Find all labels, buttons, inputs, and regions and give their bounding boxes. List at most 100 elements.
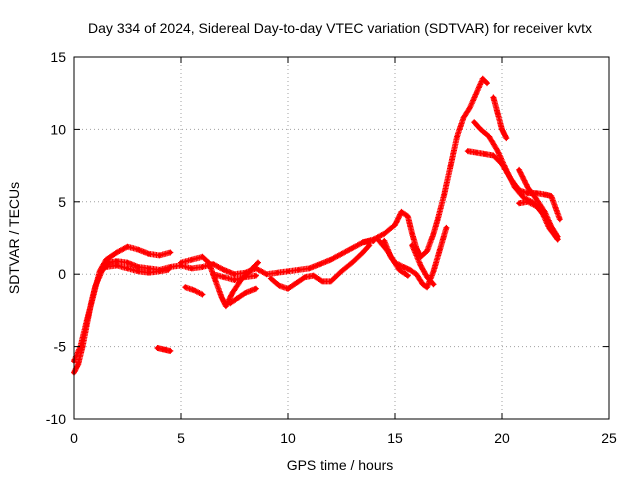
data-point bbox=[360, 250, 366, 255]
data-point bbox=[371, 238, 376, 244]
data-point bbox=[392, 222, 398, 228]
data-point bbox=[114, 258, 120, 264]
data-point bbox=[232, 272, 237, 277]
data-point bbox=[146, 251, 152, 257]
data-point bbox=[555, 234, 560, 239]
data-point bbox=[397, 267, 402, 273]
data-point bbox=[155, 345, 160, 351]
data-point bbox=[407, 267, 413, 273]
y-tick-label: -5 bbox=[54, 339, 67, 355]
data-point bbox=[418, 263, 423, 268]
data-point bbox=[328, 257, 333, 262]
x-tick-label: 10 bbox=[280, 430, 296, 446]
data-point bbox=[200, 264, 205, 270]
data-point bbox=[388, 254, 393, 260]
data-point bbox=[534, 203, 539, 209]
data-point bbox=[482, 151, 488, 157]
data-point bbox=[486, 134, 492, 139]
y-axis-ticks: -10 -5 0 5 10 15 bbox=[46, 49, 609, 427]
data-point bbox=[465, 148, 470, 154]
data-point bbox=[549, 193, 554, 199]
data-point bbox=[206, 260, 212, 265]
data-point bbox=[534, 196, 539, 202]
data-point bbox=[350, 260, 355, 265]
data-point bbox=[78, 344, 83, 349]
data-point bbox=[168, 250, 173, 255]
data-point bbox=[294, 280, 299, 286]
data-point bbox=[480, 76, 485, 81]
y-tick-label: 10 bbox=[50, 121, 66, 137]
x-tick-label: 5 bbox=[177, 430, 185, 446]
data-point bbox=[491, 95, 496, 100]
data-point bbox=[431, 282, 436, 287]
data-point bbox=[448, 163, 453, 168]
data-point bbox=[401, 264, 406, 270]
data-point bbox=[504, 167, 509, 173]
data-point bbox=[512, 185, 518, 190]
data-point bbox=[424, 248, 430, 254]
data-point bbox=[253, 273, 259, 278]
data-point bbox=[339, 269, 344, 274]
data-point bbox=[424, 274, 430, 280]
y-tick-label: 15 bbox=[50, 49, 66, 65]
data-point bbox=[285, 269, 291, 274]
data-point bbox=[296, 267, 301, 273]
data-point bbox=[97, 269, 102, 274]
data-point bbox=[399, 209, 404, 215]
data-point bbox=[200, 292, 205, 297]
data-point bbox=[382, 238, 387, 244]
data-point bbox=[461, 115, 466, 121]
data-point bbox=[114, 263, 120, 268]
data-point bbox=[474, 91, 479, 96]
data-point bbox=[431, 269, 436, 274]
data-point bbox=[435, 216, 440, 222]
data-point bbox=[221, 274, 226, 280]
data-point bbox=[178, 260, 184, 265]
data-point bbox=[474, 150, 479, 155]
data-point bbox=[444, 225, 449, 231]
data-point bbox=[414, 272, 419, 277]
data-point bbox=[125, 266, 130, 271]
data-point bbox=[405, 214, 411, 219]
data-point bbox=[549, 224, 554, 229]
data-point bbox=[495, 148, 500, 154]
data-point bbox=[431, 231, 436, 236]
data-point bbox=[516, 167, 522, 173]
data-point bbox=[221, 267, 226, 273]
data-point bbox=[467, 105, 473, 110]
data-point bbox=[471, 119, 477, 125]
data-point bbox=[525, 185, 530, 190]
data-point bbox=[405, 273, 411, 278]
data-point bbox=[125, 260, 130, 265]
x-axis-label: GPS time / hours bbox=[287, 457, 394, 473]
data-point bbox=[275, 270, 280, 275]
data-point bbox=[183, 285, 188, 290]
x-tick-label: 25 bbox=[601, 430, 617, 446]
data-point bbox=[247, 269, 252, 274]
data-point bbox=[234, 296, 239, 302]
data-point bbox=[228, 300, 233, 306]
data-point bbox=[243, 290, 248, 296]
data-point bbox=[189, 266, 194, 271]
data-trace bbox=[178, 253, 261, 310]
data-point bbox=[499, 127, 505, 132]
data-point bbox=[165, 267, 171, 273]
data-point bbox=[243, 274, 248, 280]
data-point bbox=[424, 285, 430, 290]
data-point bbox=[317, 261, 323, 267]
data-trace bbox=[71, 75, 490, 376]
data-point bbox=[542, 209, 547, 215]
data-trace bbox=[490, 94, 510, 142]
plot-frame bbox=[73, 56, 610, 420]
data-point bbox=[350, 245, 355, 251]
data-point bbox=[114, 250, 120, 255]
data-point bbox=[76, 361, 81, 367]
data-point bbox=[382, 231, 387, 236]
data-point bbox=[307, 266, 312, 271]
data-point bbox=[103, 257, 109, 262]
data-point bbox=[210, 272, 216, 277]
plot-area bbox=[71, 75, 563, 376]
data-point bbox=[219, 295, 224, 300]
data-point bbox=[420, 282, 426, 287]
